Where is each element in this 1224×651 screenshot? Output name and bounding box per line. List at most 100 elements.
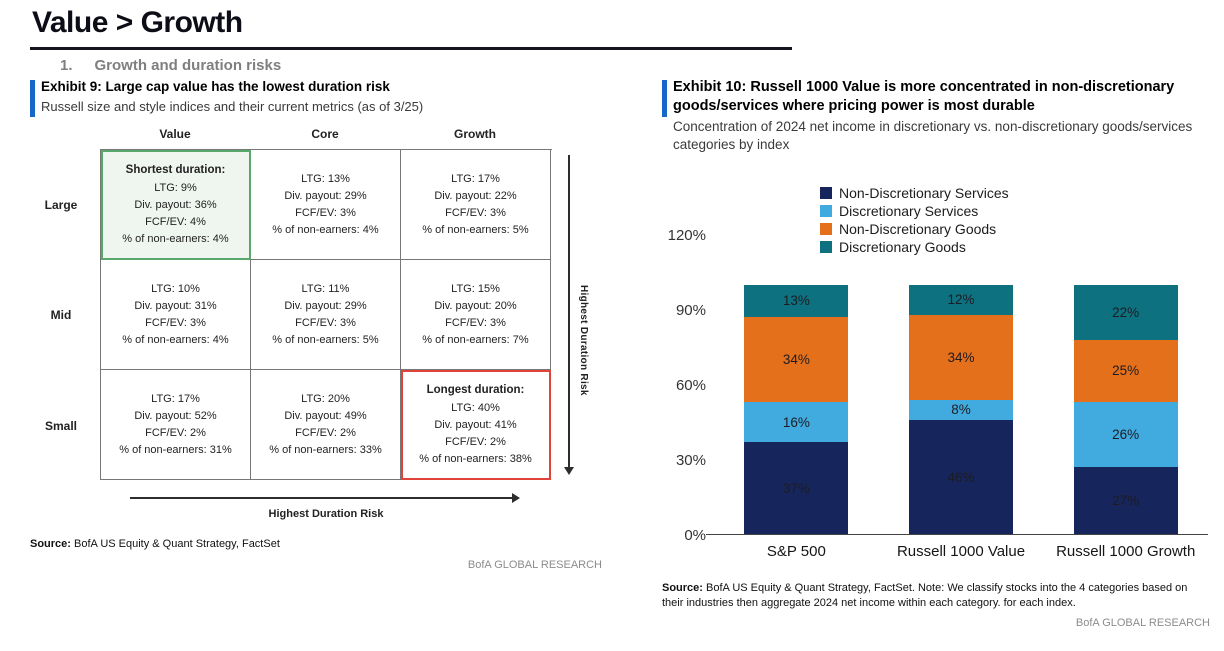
- bar-segment-label: 26%: [1112, 427, 1140, 443]
- bar-segment-label: 25%: [1112, 363, 1140, 379]
- legend-label: Non-Discretionary Services: [839, 184, 1009, 201]
- y-axis-tick-label: 0%: [684, 526, 706, 544]
- matrix-cell-line: LTG: 13%: [301, 172, 350, 185]
- bar-segment-label: 8%: [951, 402, 971, 418]
- bar-segment-discretionary-goods: 13%: [744, 284, 849, 318]
- matrix-grid: Shortest duration: LTG: 9% Div. payout: 36…: [100, 149, 552, 481]
- stacked-bar-russell-1000-growth: 27% 26% 25% 22%: [1073, 284, 1178, 535]
- matrix-cell-line: FCF/EV: 2%: [145, 426, 206, 439]
- matrix-cell-heading: Longest duration:: [426, 383, 525, 396]
- bar-segment-label: 27%: [1112, 493, 1140, 509]
- horizontal-arrow-line: [130, 497, 512, 500]
- matrix-cell-line: % of non-earners: 31%: [119, 443, 232, 456]
- x-axis-category-label-s-p-500: S&P 500: [766, 542, 826, 560]
- matrix-cell-line: Div. payout: 31%: [134, 299, 217, 312]
- matrix-cell-line: % of non-earners: 4%: [272, 223, 379, 236]
- legend-swatch-icon: [820, 222, 832, 235]
- legend-label: Discretionary Goods: [839, 238, 966, 255]
- bar-segment-discretionary-goods: 12%: [908, 284, 1013, 315]
- chart-legend: Non-Discretionary Services Discretionary …: [820, 185, 1009, 255]
- bar-segment-label: 34%: [947, 349, 975, 365]
- x-axis-labels: S&P 500 Russell 1000 Value Russell 1000 Gr…: [714, 543, 1208, 560]
- matrix-cell-6: LTG: 17% Div. payout: 52% FCF/EV: 2% % of n…: [101, 370, 251, 481]
- source-label: Source:: [30, 538, 71, 551]
- bar-segment-non-discretionary-services: 37%: [744, 442, 849, 535]
- matrix-cell-line: FCF/EV: 4%: [145, 215, 206, 228]
- bar-segment-discretionary-goods: 22%: [1073, 284, 1178, 340]
- x-axis-category-label-russell-1000-value: Russell 1000 Value: [896, 542, 1026, 560]
- matrix-cell-line: FCF/EV: 2%: [295, 426, 356, 439]
- exhibit-9: Exhibit 9: Large cap value has the lowes…: [30, 78, 602, 571]
- legend-label: Discretionary Services: [839, 202, 979, 219]
- matrix-cell-8: Longest duration: LTG: 40% Div. payout: 41…: [401, 370, 551, 481]
- stacked-bar-russell-1000-value: 46% 8% 34% 12%: [908, 284, 1013, 535]
- matrix-row-header-large: Large: [44, 197, 78, 212]
- section-number: 1.: [60, 57, 73, 74]
- bar-segment-non-discretionary-goods: 25%: [1073, 339, 1178, 403]
- matrix-cell-line: LTG: 40%: [451, 401, 500, 414]
- matrix-cell-line: FCF/EV: 3%: [445, 206, 506, 219]
- matrix-cell-line: FCF/EV: 3%: [145, 316, 206, 329]
- matrix-cell-line: Div. payout: 29%: [284, 299, 367, 312]
- bar-group-s-p-500: 37% 16% 34% 13%: [716, 284, 876, 535]
- matrix-cell-line: % of non-earners: 33%: [269, 443, 382, 456]
- duration-risk-horizontal-arrow: [130, 493, 520, 504]
- matrix-cell-line: % of non-earners: 5%: [422, 223, 529, 236]
- matrix-cell-line: Div. payout: 20%: [434, 299, 517, 312]
- matrix-cell-line: LTG: 9%: [154, 181, 197, 194]
- exhibit9-title: Exhibit 9: Large cap value has the lowes…: [41, 79, 390, 94]
- matrix-cell-line: LTG: 17%: [151, 392, 200, 405]
- matrix-cell-7: LTG: 20% Div. payout: 49% FCF/EV: 2% % of n…: [251, 370, 401, 481]
- bar-segment-label: 13%: [782, 293, 810, 309]
- matrix-cell-line: Div. payout: 29%: [284, 189, 367, 202]
- matrix-row-header-small: Small: [44, 419, 77, 434]
- x-axis-category-label-russell-1000-growth: Russell 1000 Growth: [1056, 542, 1196, 560]
- matrix-cell-line: Div. payout: 41%: [434, 418, 517, 431]
- legend-swatch-icon: [820, 240, 832, 253]
- bar-segment-label: 16%: [782, 414, 810, 430]
- bar-segment-label: 37%: [782, 480, 810, 496]
- matrix-cell-line: LTG: 17%: [451, 172, 500, 185]
- matrix-col-header-core: Core: [311, 127, 339, 142]
- matrix-cell-line: LTG: 15%: [451, 282, 500, 295]
- page-title: Value > Growth: [32, 6, 243, 39]
- exhibit9-source: Source: BofA US Equity & Quant Strategy,…: [30, 537, 602, 552]
- y-axis-tick-label: 90%: [675, 301, 706, 319]
- matrix-cell-line: % of non-earners: 5%: [272, 333, 379, 346]
- matrix-cell-line: Div. payout: 22%: [434, 189, 517, 202]
- exhibit10-header: Exhibit 10: Russell 1000 Value is more c…: [662, 78, 1210, 155]
- y-axis-tick-label: 30%: [675, 451, 706, 469]
- source-text: BofA US Equity & Quant Strategy, FactSet…: [662, 581, 1188, 610]
- bar-segment-non-discretionary-goods: 34%: [908, 314, 1013, 400]
- bar-segment-label: 46%: [947, 469, 975, 485]
- legend-item-discretionary-goods: Discretionary Goods: [820, 239, 1009, 255]
- exhibit9-header: Exhibit 9: Large cap value has the lowes…: [30, 78, 602, 117]
- legend-item-discretionary-services: Discretionary Services: [820, 203, 1009, 219]
- matrix-cell-0: Shortest duration: LTG: 9% Div. payout: 36…: [101, 150, 251, 261]
- source-label: Source:: [662, 581, 703, 594]
- legend-swatch-icon: [820, 204, 832, 217]
- bar-segment-non-discretionary-services: 27%: [1073, 467, 1178, 535]
- matrix-cell-line: % of non-earners: 4%: [122, 333, 229, 346]
- income-concentration-chart: Non-Discretionary Services Discretionary …: [662, 155, 1210, 575]
- vertical-arrow-head-icon: [564, 467, 574, 476]
- matrix-cell-line: LTG: 20%: [301, 392, 350, 405]
- matrix-cell-line: LTG: 10%: [151, 282, 200, 295]
- duration-risk-vertical-arrow: [564, 155, 574, 476]
- exhibit9-branding: BofA GLOBAL RESEARCH: [467, 558, 602, 571]
- matrix-cell-line: Div. payout: 52%: [134, 409, 217, 422]
- y-axis-tick-label: 120%: [667, 226, 706, 244]
- legend-swatch-icon: [820, 186, 832, 199]
- matrix-cell-line: FCF/EV: 3%: [445, 316, 506, 329]
- legend-label: Non-Discretionary Goods: [839, 220, 997, 237]
- exhibit-accent-bar: [30, 80, 35, 117]
- legend-item-non-discretionary-services: Non-Discretionary Services: [820, 185, 1009, 201]
- matrix-cell-line: LTG: 11%: [301, 282, 350, 295]
- matrix-cell-line: % of non-earners: 38%: [419, 452, 532, 465]
- matrix-row-header-mid: Mid: [50, 308, 72, 323]
- matrix-cell-3: LTG: 10% Div. payout: 31% FCF/EV: 3% % of n…: [101, 260, 251, 371]
- matrix-cell-heading: Shortest duration:: [125, 163, 226, 176]
- bar-segment-label: 12%: [947, 292, 975, 308]
- legend-item-non-discretionary-goods: Non-Discretionary Goods: [820, 221, 1009, 237]
